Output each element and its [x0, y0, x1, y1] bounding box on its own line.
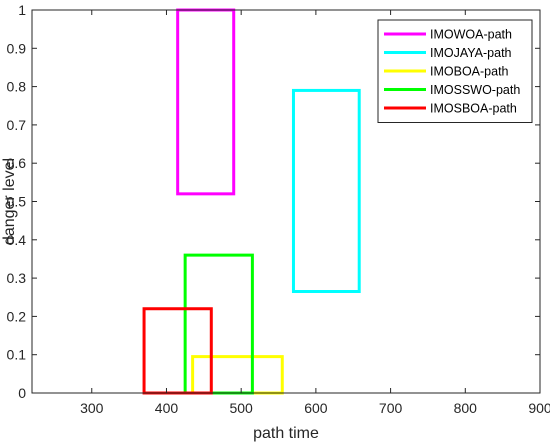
y-tick-label: 0.4 [7, 232, 27, 248]
y-tick-label: 0.3 [7, 270, 27, 286]
y-tick-label: 0.6 [7, 155, 27, 171]
x-tick-label: 600 [304, 400, 328, 416]
y-tick-label: 0.2 [7, 308, 27, 324]
legend-label: IMOSSWO-path [430, 83, 520, 97]
x-tick-label: 800 [454, 400, 478, 416]
y-tick-label: 0.9 [7, 40, 27, 56]
y-axis-label: danger level [1, 158, 18, 245]
legend-label: IMOWOA-path [430, 28, 512, 42]
x-tick-label: 900 [528, 400, 550, 416]
legend-label: IMOBOA-path [430, 65, 509, 79]
y-tick-label: 0.7 [7, 117, 27, 133]
range-rect-imojaya-path [291, 88, 361, 294]
legend-label: IMOSBOA-path [430, 102, 517, 116]
x-axis-label: path time [253, 425, 319, 442]
axes: 300 400 500 600 700 800 900 0 0.1 0.2 0.3 0.4 0.5 0.6… [7, 2, 550, 416]
x-tick-label: 500 [229, 400, 253, 416]
legend-label: IMOJAYA-path [430, 46, 512, 60]
x-tick-label: 700 [379, 400, 403, 416]
y-tick-label: 0.5 [7, 194, 27, 210]
x-tick-label: 300 [80, 400, 104, 416]
legend: IMOWOA-path IMOJAYA-path IMOBOA-path IMOSSW… [377, 19, 533, 123]
y-tick-label: 1 [18, 2, 26, 18]
y-tick-label: 0.1 [7, 347, 27, 363]
y-tick-label: 0.8 [7, 79, 27, 95]
x-tick-label: 400 [155, 400, 179, 416]
y-tick-label: 0 [18, 385, 26, 401]
